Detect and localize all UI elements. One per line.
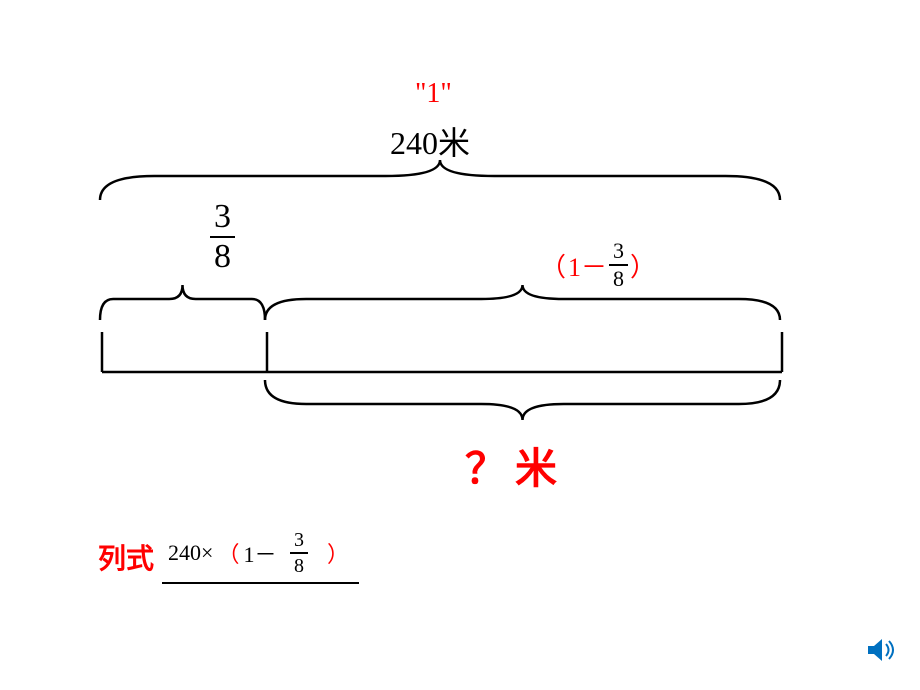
paren-open: （ [540,247,566,284]
sound-icon[interactable] [864,634,896,666]
remainder-expression: （ 1－ 3 8 ） [540,240,656,290]
one-minus-text: 1－ [568,247,607,284]
total-length-label: 240米 [390,118,470,164]
fraction-three-eighths: 3 8 [210,200,235,274]
formula-prefix: 240× [168,540,213,566]
small-fraction: 3 8 [609,240,628,290]
question-label: ？米 [465,435,565,496]
formula-one-minus: 1－ [243,537,276,569]
formula-frac-den: 8 [294,554,304,576]
small-frac-num: 3 [609,240,628,266]
unit-one-label: "1" [415,78,452,110]
formula-frac-num: 3 [290,530,308,554]
segment-bar [100,330,784,374]
formula-paren-open: （ [217,537,239,569]
formula-expression: 240× （ 1－ 3 8 ） [162,530,359,584]
left-brace [100,285,265,320]
formula-label: 列式 [98,537,154,577]
paren-close: ） [630,247,656,284]
bottom-brace [265,380,780,420]
formula-paren-close: ） [327,537,349,569]
formula-fraction: 3 8 [290,530,308,576]
top-brace [100,160,780,200]
fraction-denominator: 8 [214,238,231,274]
right-upper-brace [265,285,780,320]
fraction-numerator: 3 [210,200,235,238]
formula-row: 列式 240× （ 1－ 3 8 ） [98,530,359,584]
